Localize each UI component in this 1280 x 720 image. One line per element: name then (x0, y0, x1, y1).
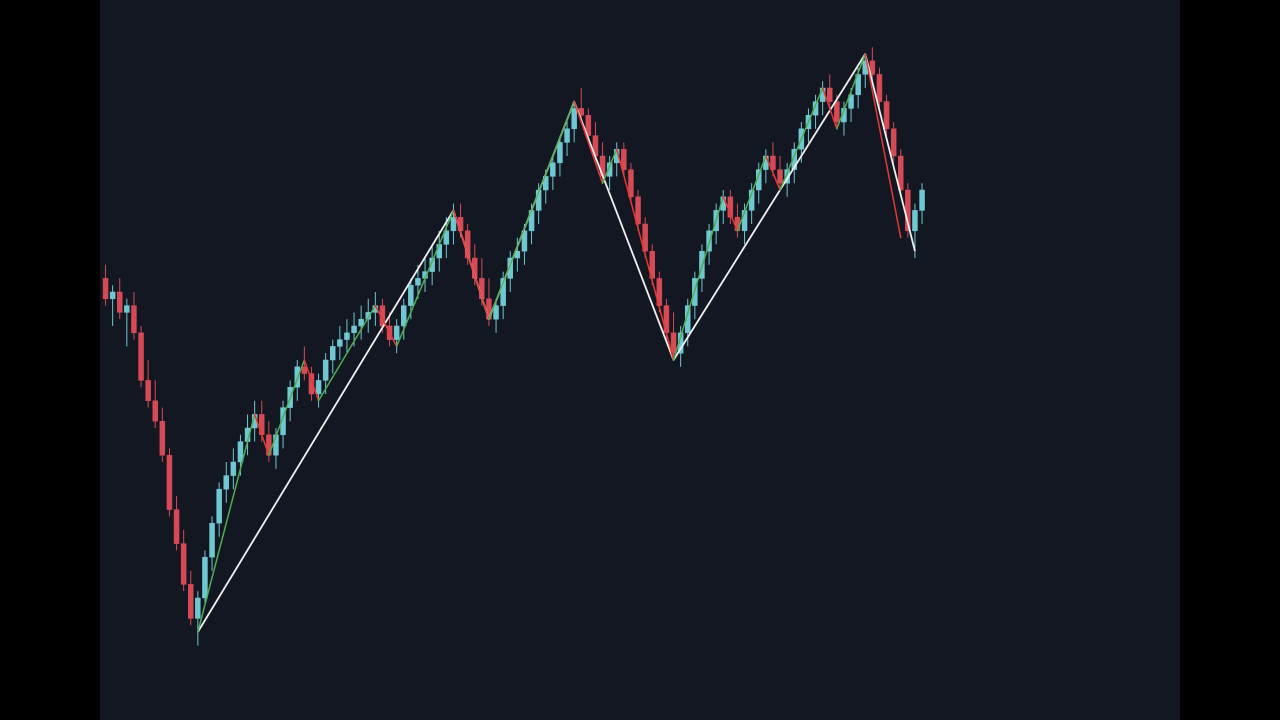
chart-canvas (100, 0, 1180, 720)
candlestick-chart[interactable] (100, 0, 1180, 720)
